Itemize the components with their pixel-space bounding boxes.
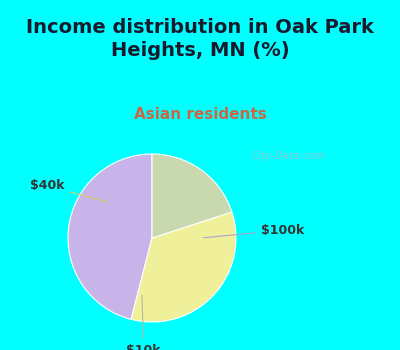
Text: City-Data.com: City-Data.com (251, 151, 325, 161)
Text: Income distribution in Oak Park
Heights, MN (%): Income distribution in Oak Park Heights,… (26, 18, 374, 60)
Text: Asian residents: Asian residents (134, 107, 266, 122)
Wedge shape (152, 154, 232, 238)
Wedge shape (68, 154, 152, 319)
Text: $10k: $10k (126, 295, 161, 350)
Text: $40k: $40k (30, 179, 107, 202)
Text: $100k: $100k (204, 224, 304, 238)
Wedge shape (131, 212, 236, 322)
